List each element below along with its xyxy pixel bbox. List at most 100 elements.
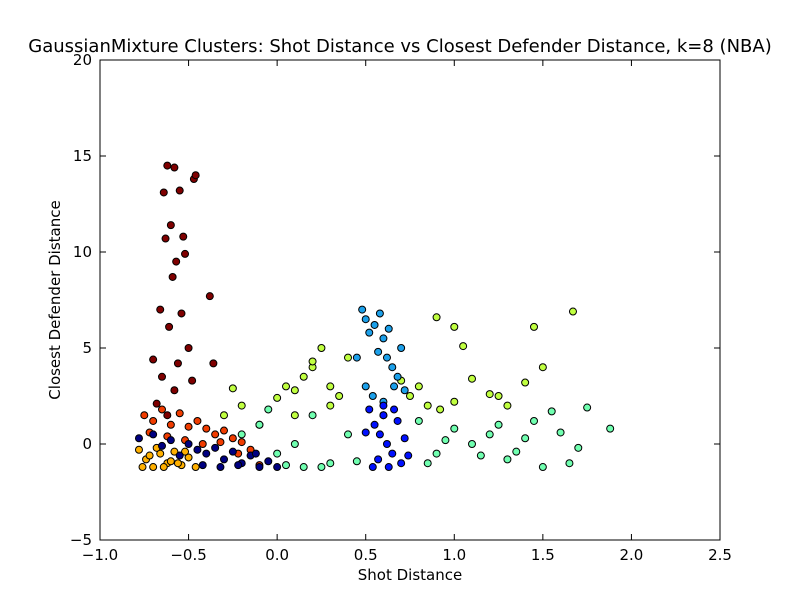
- point: [485, 390, 494, 399]
- point: [393, 416, 402, 425]
- point: [574, 443, 583, 452]
- x-tick-label: 2.5: [708, 546, 732, 564]
- point: [352, 457, 361, 466]
- point: [251, 449, 260, 458]
- point: [181, 447, 190, 456]
- point: [198, 440, 207, 448]
- point: [317, 344, 326, 352]
- point: [374, 455, 383, 464]
- x-tick-label: −0.5: [170, 546, 206, 564]
- point: [388, 363, 397, 372]
- point: [326, 459, 335, 468]
- point: [290, 440, 299, 448]
- point: [503, 401, 512, 410]
- point: [228, 434, 237, 443]
- point: [166, 436, 175, 445]
- point: [173, 459, 182, 468]
- point: [530, 416, 538, 425]
- y-tick-label: 20: [73, 51, 92, 69]
- point: [159, 463, 168, 472]
- point: [198, 461, 207, 470]
- point: [361, 428, 370, 437]
- point: [583, 403, 592, 412]
- y-tick-label: 5: [82, 339, 92, 357]
- plot-frame: [99, 59, 721, 541]
- point: [273, 393, 282, 402]
- point: [404, 451, 413, 460]
- point: [397, 344, 406, 352]
- point: [521, 378, 530, 387]
- point: [538, 363, 547, 372]
- x-tick-label: 2.0: [619, 546, 643, 564]
- point: [512, 447, 521, 456]
- point: [393, 372, 402, 381]
- point: [175, 409, 184, 418]
- point: [606, 424, 615, 433]
- point: [149, 416, 158, 425]
- chart-title: GaussianMixture Clusters: Shot Distance …: [28, 36, 771, 57]
- point: [140, 411, 149, 420]
- point: [159, 188, 168, 197]
- point: [450, 397, 459, 406]
- point: [382, 353, 391, 362]
- point: [406, 392, 414, 400]
- point: [344, 430, 352, 439]
- point: [397, 459, 406, 468]
- x-tick-label: 0.0: [265, 546, 289, 564]
- point: [184, 453, 193, 462]
- point: [184, 422, 193, 431]
- y-tick-label: 0: [82, 435, 92, 453]
- point: [390, 382, 399, 391]
- point: [521, 434, 530, 443]
- point: [503, 455, 512, 464]
- point: [374, 347, 383, 356]
- point: [568, 307, 577, 316]
- point: [193, 445, 202, 454]
- point: [158, 372, 166, 381]
- point: [237, 430, 246, 439]
- point: [308, 411, 317, 420]
- points: [134, 161, 615, 472]
- point: [220, 411, 228, 420]
- point: [220, 426, 228, 435]
- point: [158, 405, 166, 414]
- point: [173, 359, 182, 368]
- point: [175, 451, 184, 460]
- point: [168, 272, 177, 281]
- point: [423, 459, 432, 468]
- point: [384, 463, 393, 472]
- point: [432, 313, 441, 322]
- y-axis-label: Closest Defender Distance: [46, 200, 64, 399]
- point: [255, 420, 264, 429]
- point: [468, 374, 476, 383]
- point: [299, 372, 308, 381]
- point: [308, 357, 317, 366]
- point: [476, 451, 485, 460]
- point: [228, 384, 237, 393]
- point: [450, 322, 459, 331]
- point: [414, 416, 423, 425]
- point: [255, 463, 264, 472]
- point: [547, 407, 556, 416]
- point: [166, 420, 175, 429]
- point: [335, 392, 344, 400]
- point: [370, 320, 379, 329]
- point: [161, 234, 170, 243]
- point: [370, 420, 379, 429]
- point: [450, 424, 459, 433]
- point: [149, 463, 158, 472]
- point: [400, 386, 409, 395]
- point: [388, 449, 397, 458]
- point: [170, 163, 179, 172]
- y-tick-label: −5: [70, 531, 92, 549]
- point: [432, 449, 441, 458]
- point: [138, 463, 147, 472]
- point: [379, 334, 388, 343]
- point: [384, 324, 393, 333]
- point: [317, 463, 326, 472]
- y-tick-label: 15: [73, 147, 92, 165]
- point: [149, 355, 158, 364]
- point: [326, 382, 335, 391]
- point: [290, 386, 299, 395]
- point: [282, 382, 290, 391]
